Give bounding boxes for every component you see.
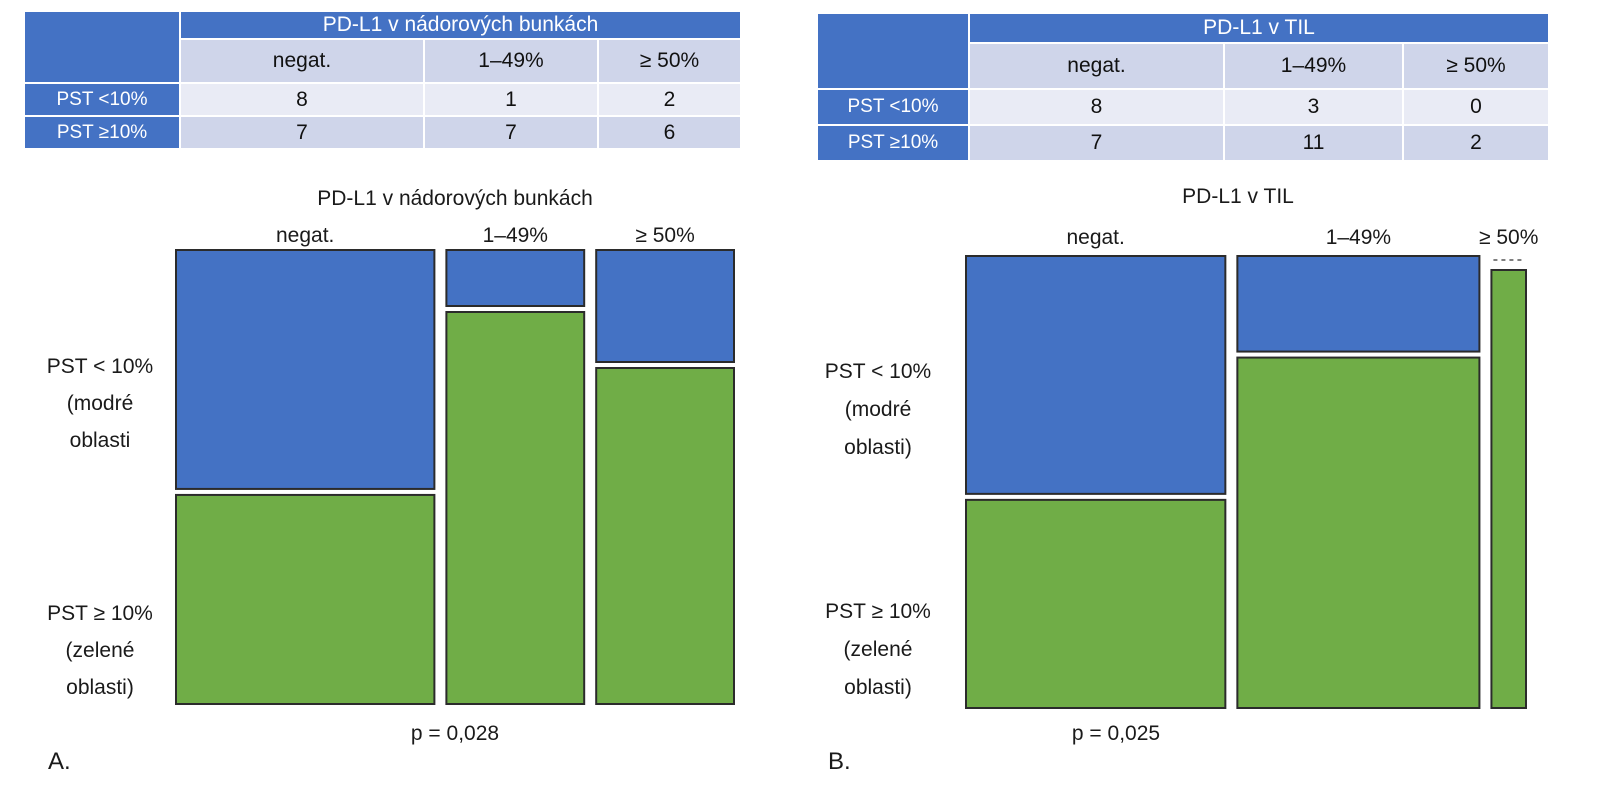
p-value: p = 0,025 — [1072, 722, 1160, 745]
row-label-top: PST < 10% — [47, 355, 153, 378]
table-cell: 8 — [181, 84, 423, 115]
table-col-header: 1–49% — [1225, 44, 1402, 88]
p-value: p = 0,028 — [411, 722, 499, 745]
column-label: ≥ 50% — [635, 224, 694, 247]
table-cell: 11 — [1225, 126, 1402, 160]
row-label-bottom: PST ≥ 10% — [47, 602, 153, 625]
panel-letter: B. — [828, 748, 851, 775]
table-row-label: PST <10% — [25, 84, 179, 115]
contingency-table-b: PD-L1 v TIL negat. 1–49% ≥ 50% PST <10% … — [818, 14, 1548, 160]
mosaic-tile-green — [965, 498, 1227, 709]
column-label: ≥ 50% — [1479, 226, 1538, 249]
chart-title: PD-L1 v TIL — [1182, 185, 1294, 208]
table-cell: 7 — [970, 126, 1223, 160]
contingency-table-a: PD-L1 v nádorových bunkách negat. 1–49% … — [25, 12, 740, 148]
row-label-bottom: (zelené — [844, 638, 913, 661]
table-cell: 2 — [599, 84, 740, 115]
column-label: 1–49% — [483, 224, 548, 247]
row-label-top: oblasti) — [844, 436, 912, 459]
row-label-top: (modré — [67, 392, 134, 415]
row-label-bottom: oblasti) — [844, 676, 912, 699]
mosaic-tile-blue — [1236, 255, 1481, 353]
table-title: PD-L1 v nádorových bunkách — [181, 12, 740, 38]
mosaic-tile-blue — [595, 249, 735, 363]
column-label: negat. — [1066, 226, 1124, 249]
table-row-label: PST ≥10% — [818, 126, 968, 160]
row-label-top: oblasti — [70, 429, 131, 452]
mosaic-tile-green — [595, 367, 735, 705]
table-col-header: negat. — [970, 44, 1223, 88]
panel-letter: A. — [48, 748, 71, 775]
column-label: negat. — [276, 224, 334, 247]
table-cell: 7 — [181, 117, 423, 148]
mosaic-chart-b: PD-L1 v TIL negat. 1–49% ≥ 50% PST < 10% (mod… — [825, 185, 1539, 745]
table-cell: 3 — [1225, 90, 1402, 124]
mosaic-tile-green — [445, 311, 586, 705]
row-label-bottom: (zelené — [66, 639, 135, 662]
table-cell: 8 — [970, 90, 1223, 124]
mosaic-tile-blue — [175, 249, 436, 490]
mosaic-tile-green — [175, 493, 436, 705]
mosaic-tile-blue — [965, 255, 1227, 495]
table-cell: 1 — [425, 84, 597, 115]
table-corner — [818, 14, 968, 88]
table-col-header: ≥ 50% — [599, 40, 740, 82]
row-label-top: (modré — [845, 398, 912, 421]
column-label: 1–49% — [1326, 226, 1391, 249]
table-cell: 7 — [425, 117, 597, 148]
row-label-bottom: oblasti) — [66, 676, 134, 699]
table-row-label: PST <10% — [818, 90, 968, 124]
table-cell: 0 — [1404, 90, 1548, 124]
table-row-label: PST ≥10% — [25, 117, 179, 148]
chart-title: PD-L1 v nádorových bunkách — [317, 187, 593, 210]
table-col-header: ≥ 50% — [1404, 44, 1548, 88]
panel-a: PD-L1 v nádorových bunkách negat. 1–49% … — [0, 0, 800, 800]
mosaic-tile-green — [1490, 269, 1528, 709]
mosaic-chart-a: PD-L1 v nádorových bunkách negat. 1–49% ≥ 5… — [47, 187, 735, 745]
mosaic-tile-green — [1236, 356, 1481, 709]
mosaic-tile-blue — [445, 249, 586, 307]
table-col-header: negat. — [181, 40, 423, 82]
table-cell: 6 — [599, 117, 740, 148]
row-label-bottom: PST ≥ 10% — [825, 600, 931, 623]
table-cell: 2 — [1404, 126, 1548, 160]
panel-b: PD-L1 v TIL negat. 1–49% ≥ 50% PST <10% … — [808, 0, 1616, 800]
row-label-top: PST < 10% — [825, 360, 931, 383]
table-col-header: 1–49% — [425, 40, 597, 82]
table-corner — [25, 12, 179, 82]
table-title: PD-L1 v TIL — [970, 14, 1548, 42]
